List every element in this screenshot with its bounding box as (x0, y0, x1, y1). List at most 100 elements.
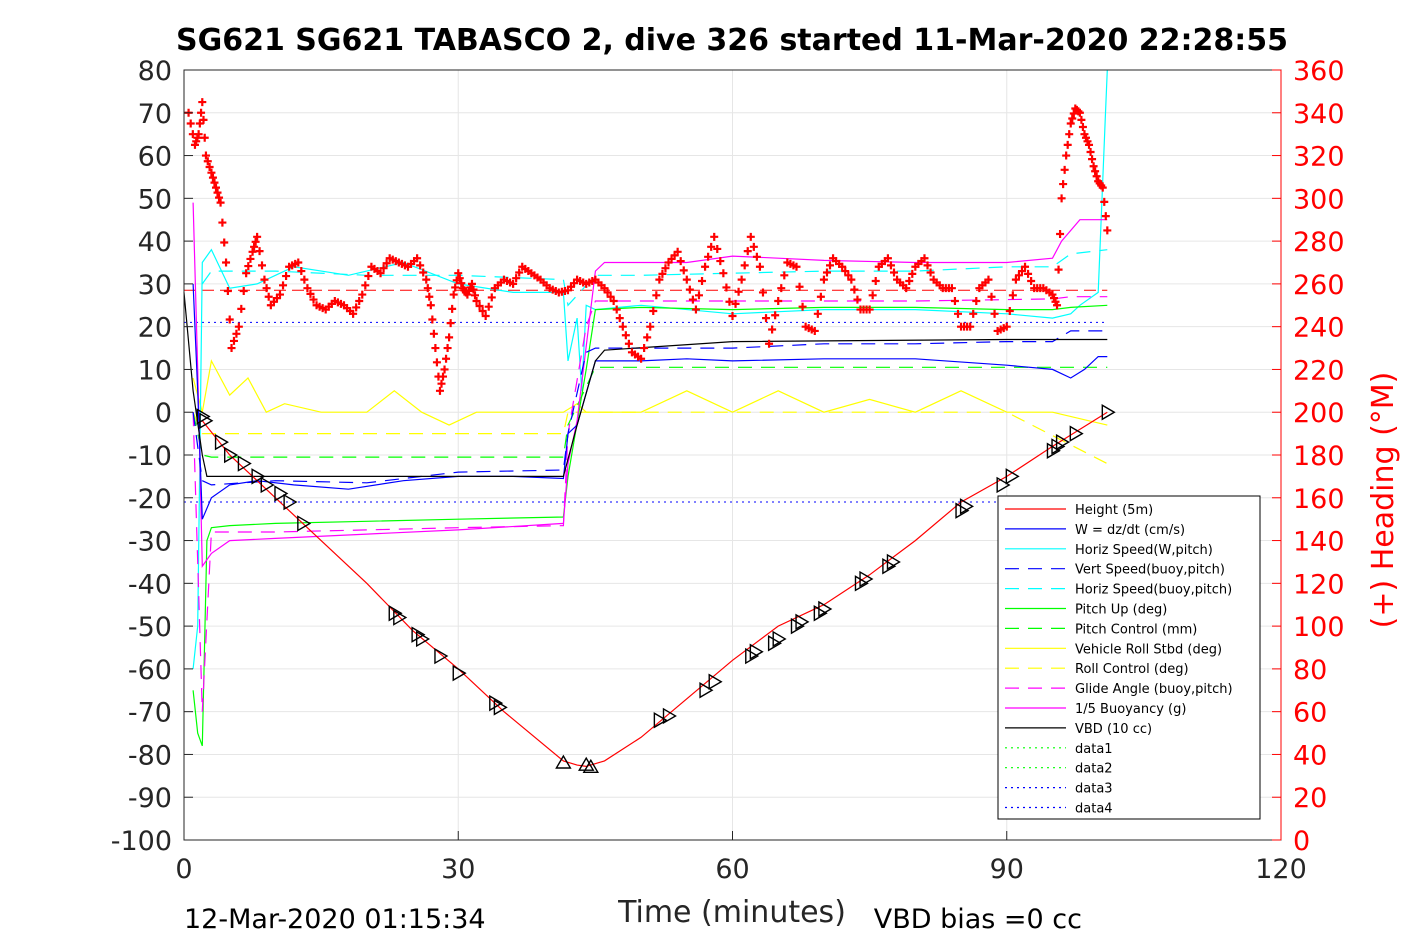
heading-point (740, 261, 749, 270)
heading-point (234, 322, 243, 331)
legend-label: Roll Control (deg) (1075, 662, 1189, 677)
x-tick-label: 90 (990, 854, 1024, 885)
heading-point (1008, 291, 1017, 300)
profile-marker (251, 468, 266, 485)
heading-point (248, 247, 257, 256)
heading-point (478, 306, 487, 315)
heading-point (816, 292, 825, 301)
heading-point (437, 379, 446, 388)
profile-marker (434, 647, 449, 665)
heading-point (1053, 301, 1062, 310)
heading-point (509, 279, 518, 288)
heading-point (198, 98, 207, 107)
profile-marker (393, 609, 408, 626)
legend-label: Horiz Speed(W,pitch) (1075, 543, 1213, 558)
y2-tick-label: 200 (1293, 398, 1345, 429)
x-tick-label: 30 (441, 854, 475, 885)
heading-point (624, 339, 633, 348)
heading-point (865, 305, 874, 314)
heading-point (841, 267, 850, 276)
profile-marker (283, 493, 298, 511)
legend-label: Horiz Speed(buoy,pitch) (1075, 583, 1232, 598)
heading-point (1098, 183, 1107, 192)
heading-point (947, 284, 956, 293)
heading-point (600, 284, 609, 293)
heading-point (203, 157, 212, 166)
profile-marker (708, 673, 723, 690)
heading-point (1002, 322, 1011, 331)
heading-point (448, 304, 457, 313)
y2-tick-label: 100 (1293, 612, 1345, 643)
legend-label: data2 (1075, 762, 1113, 777)
heading-point (250, 242, 259, 251)
y2-tick-label: 360 (1293, 56, 1345, 87)
heading-point (923, 261, 932, 270)
profile-marker (886, 553, 901, 571)
heading-point (512, 274, 521, 283)
profile-marker (1055, 433, 1070, 451)
series-layer (183, 69, 1108, 768)
profile-marker (388, 605, 403, 622)
heading-point (1017, 267, 1026, 276)
y-tick-label: 20 (138, 313, 172, 344)
series-line-horiz-w (192, 69, 1108, 669)
heading-point (850, 285, 859, 294)
legend-label: Glide Angle (buoy,pitch) (1075, 682, 1233, 697)
y-tick-label: -10 (128, 441, 172, 472)
heading-point (303, 284, 312, 293)
heading-point (251, 237, 260, 246)
profile-marker (493, 699, 508, 716)
profile-marker (1005, 468, 1020, 485)
heading-point (446, 319, 455, 328)
heading-point (868, 291, 877, 300)
profile-marker (582, 758, 600, 773)
heading-point (950, 297, 959, 305)
heading-point (953, 309, 962, 318)
heading-point (472, 297, 481, 305)
heading-point (294, 258, 303, 267)
heading-point (984, 275, 993, 284)
heading-point (246, 254, 255, 263)
heading-point (661, 264, 670, 273)
profile-marker (452, 664, 467, 682)
heading-point (707, 242, 716, 251)
heading-point (780, 271, 789, 280)
heading-point (229, 336, 238, 345)
heading-point (1091, 167, 1100, 176)
y-tick-label: 10 (138, 355, 172, 386)
heading-point (282, 272, 291, 281)
y2-tick-label: 20 (1293, 783, 1327, 814)
heading-point (515, 268, 524, 277)
profile-marker (699, 682, 714, 699)
reference-lines (184, 289, 1108, 503)
heading-point (416, 261, 425, 270)
heading-point (426, 301, 435, 310)
heading-point (640, 344, 649, 353)
profile-marker (854, 575, 869, 592)
tick-layer: 0 30 60 90 12080706050403020100-10-20-30-40-… (111, 56, 1345, 885)
y2-tick-label: 320 (1293, 142, 1345, 173)
heading-point (469, 285, 478, 294)
heading-point (746, 232, 755, 241)
profile-marker (489, 694, 504, 712)
series-line-roll (192, 359, 1108, 426)
heading-point (737, 275, 746, 284)
heading-point (658, 269, 667, 278)
marker-layer (196, 404, 1116, 773)
heading-point (431, 344, 440, 353)
heading-point (1066, 119, 1075, 128)
heading-point (603, 288, 612, 297)
profile-marker (1046, 442, 1061, 459)
heading-point (649, 306, 658, 315)
profile-marker (1101, 404, 1116, 421)
heading-point (440, 365, 449, 374)
heading-point (1075, 108, 1084, 117)
heading-point (382, 259, 391, 268)
heading-point (484, 302, 493, 311)
heading-point (432, 358, 441, 367)
heading-point (844, 271, 853, 280)
heading-point (890, 268, 899, 277)
heading-point (734, 287, 743, 296)
heading-point (429, 329, 438, 338)
